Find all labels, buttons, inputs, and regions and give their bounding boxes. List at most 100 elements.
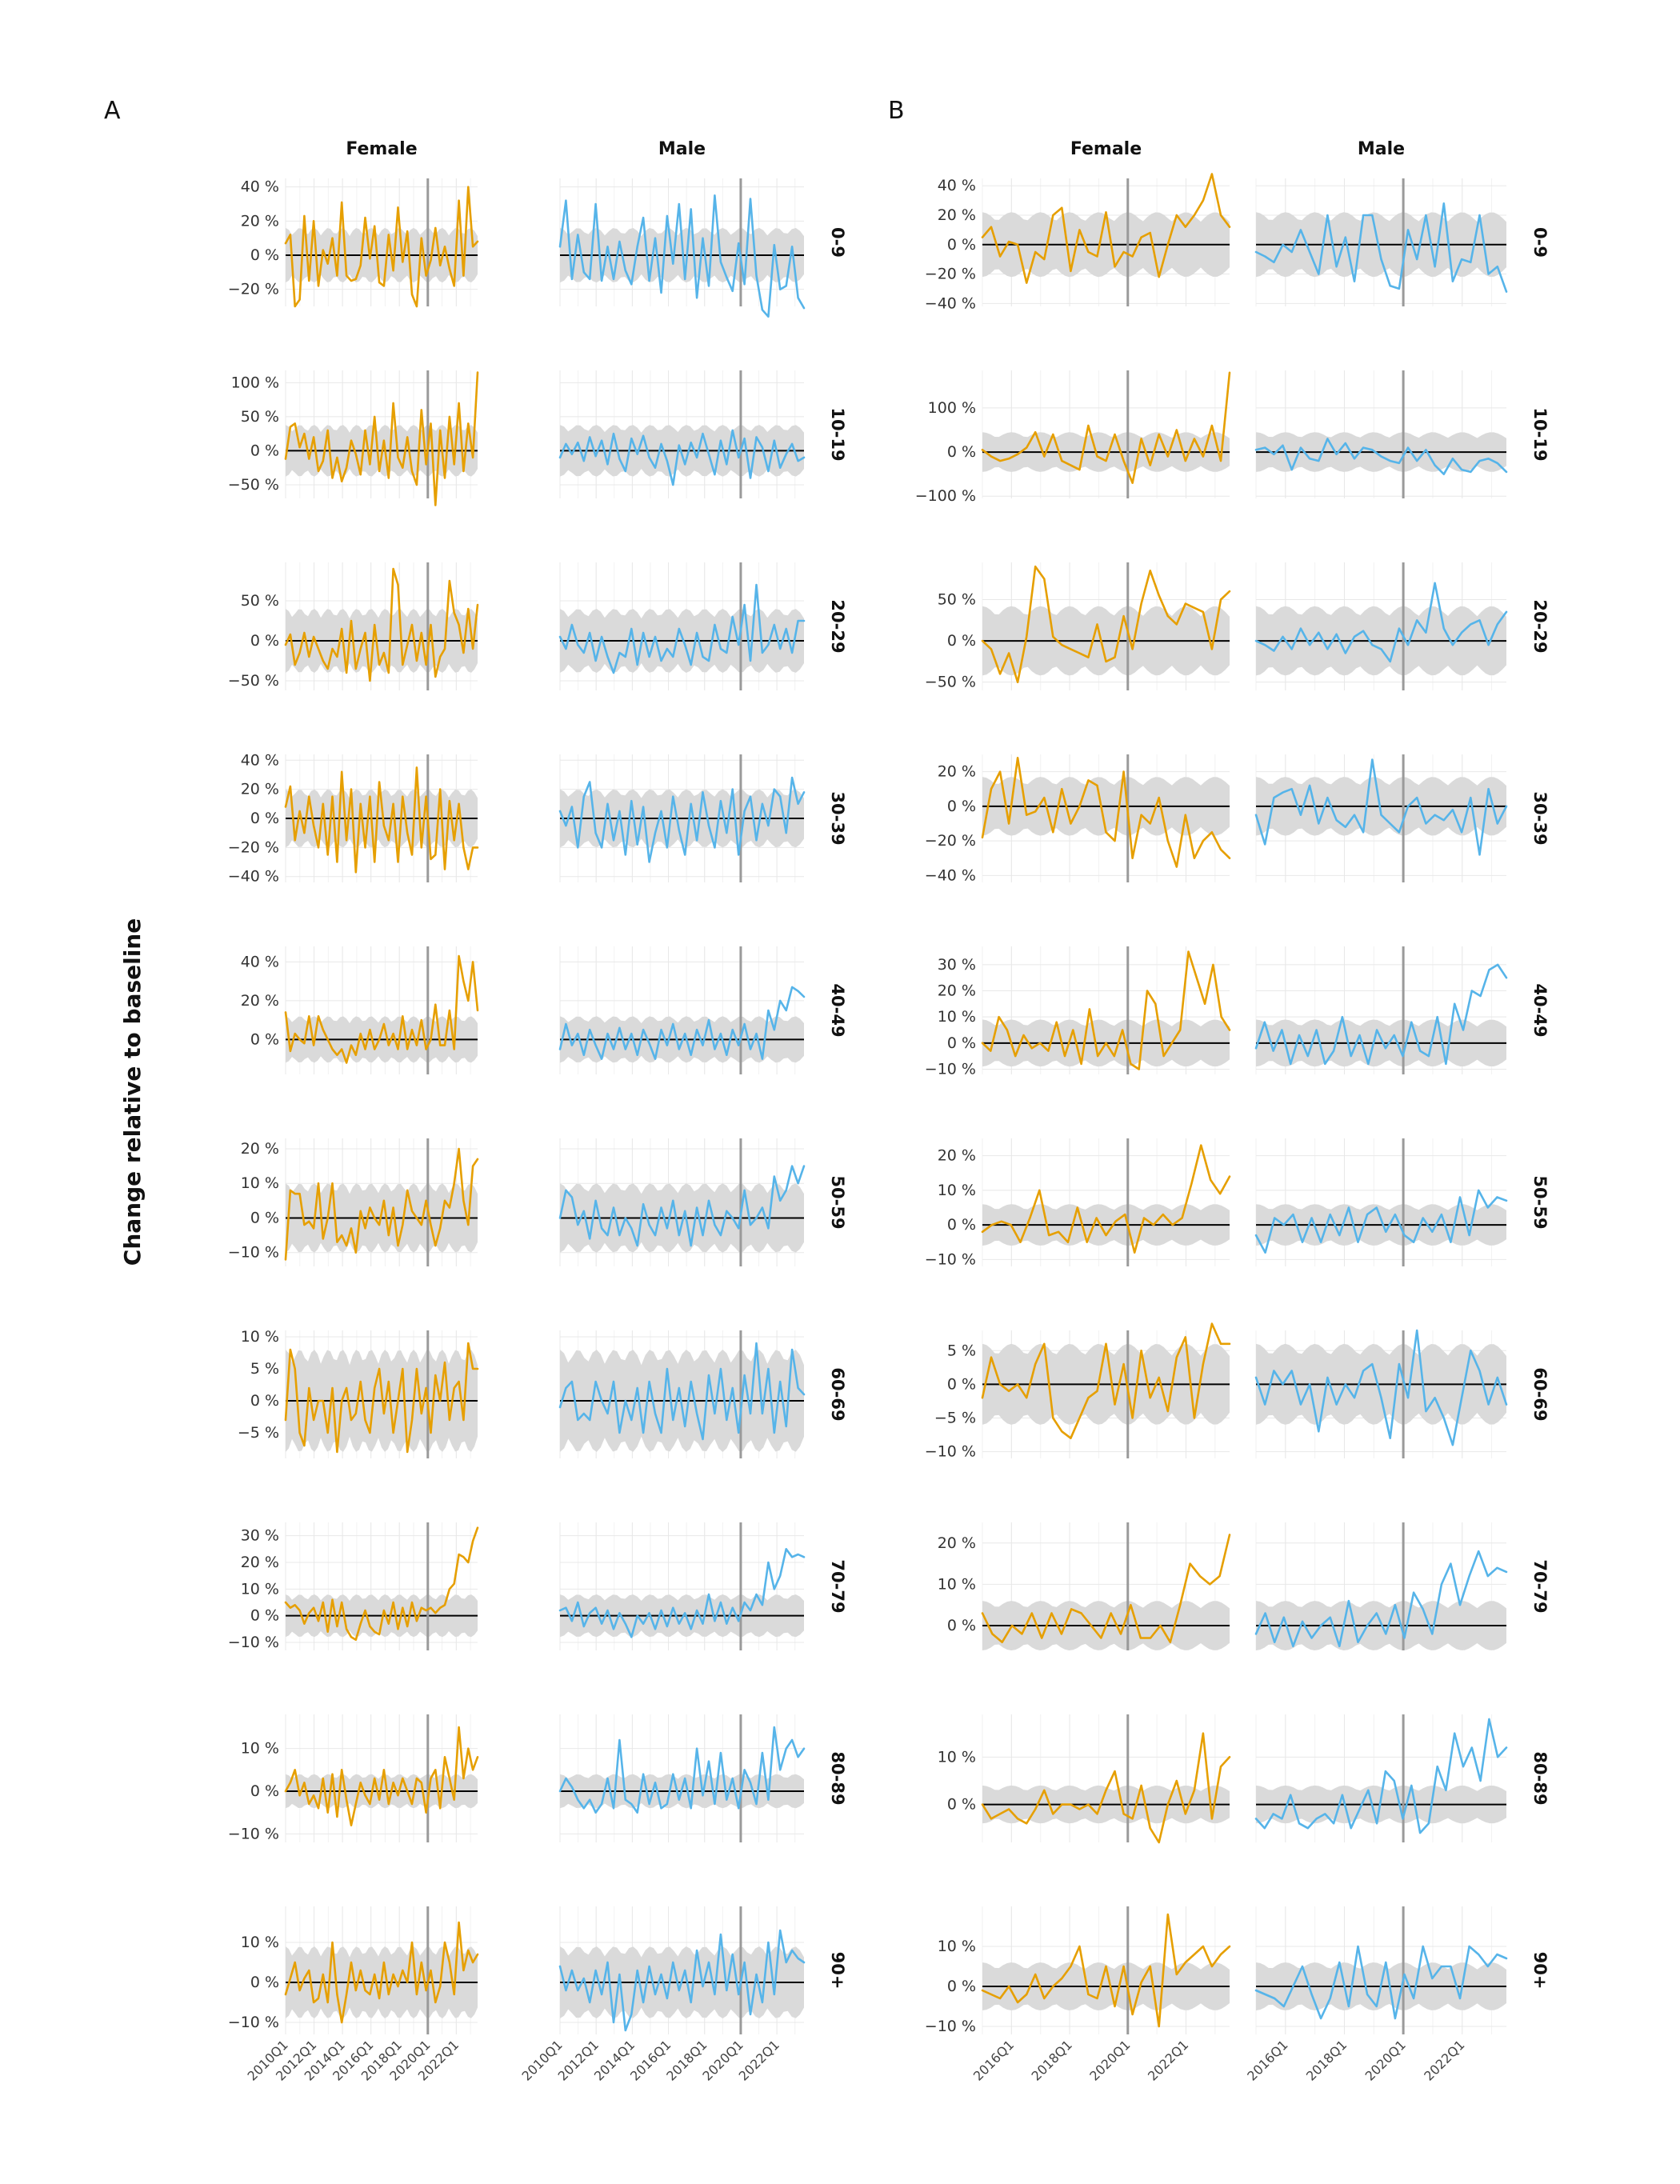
- y-tick-label: −20 %: [925, 266, 976, 283]
- facet-male-10-19: [1254, 370, 1508, 498]
- series-line-male: [558, 1342, 806, 1441]
- y-tick-label: 0 %: [250, 632, 279, 650]
- facet-row-60-69: −5 % 0 % 5 % 10 % 60-69: [238, 1328, 847, 1458]
- series-line-male: [1254, 758, 1508, 856]
- series-line-female: [284, 1526, 479, 1641]
- series-line-female: [284, 1921, 479, 2024]
- row-strip-label: 0-9: [828, 227, 847, 258]
- series-line-female: [981, 371, 1231, 485]
- facet-female-30-39: −40 % −20 % 0 % 20 %: [925, 754, 1231, 884]
- y-tick-label: 0 %: [250, 442, 279, 459]
- facet-male-90+: 2010Q12012Q12014Q12016Q12018Q12020Q12022…: [518, 1906, 806, 2084]
- y-tick-label: 0 %: [250, 810, 279, 827]
- row-strip-label: 50-59: [1530, 1175, 1550, 1229]
- facet-female-90+: −10 %0 %10 %2010Q12012Q12014Q12016Q12018…: [228, 1906, 479, 2084]
- facet-female-50-59: −10 % 0 % 10 % 20 %: [228, 1138, 479, 1266]
- row-strip-label: 40-49: [1530, 983, 1550, 1037]
- facet-row-80-89: 0 % 10 % 80-89: [938, 1714, 1550, 1844]
- facet-row-30-39: −40 % −20 % 0 % 20 % 40 % 30-39: [228, 751, 847, 885]
- x-tick-label: 2018Q1: [1029, 2037, 1075, 2083]
- y-tick-label: 10 %: [241, 1328, 279, 1346]
- y-tick-label: 10 %: [241, 1740, 279, 1758]
- y-tick-label: 0 %: [250, 1782, 279, 1800]
- panel-a: A Female Male −20 % 0 % 20 % 40 % 0-9 −50 % 0 % 50…: [104, 97, 847, 2084]
- facet-male-80-89: [1254, 1714, 1508, 1842]
- y-tick-label: 40 %: [241, 751, 279, 769]
- row-strip-label: 10-19: [828, 407, 847, 461]
- y-tick-label: 0 %: [947, 1034, 976, 1052]
- y-tick-label: 40 %: [938, 177, 976, 194]
- row-strip-label: 90+: [828, 1952, 847, 1990]
- facet-female-20-29: −50 % 0 % 50 %: [228, 562, 479, 690]
- y-tick-label: 20 %: [241, 992, 279, 1010]
- facet-female-80-89: −10 % 0 % 10 %: [228, 1714, 479, 1842]
- facet-male-60-69: [558, 1330, 806, 1458]
- row-strip-label: 70-79: [1530, 1559, 1550, 1613]
- y-tick-label: −50 %: [228, 476, 279, 494]
- row-strip-label: 30-39: [828, 791, 847, 845]
- y-tick-label: 20 %: [241, 1140, 279, 1158]
- y-tick-label: 20 %: [938, 763, 976, 781]
- y-tick-label: 0 %: [250, 1607, 279, 1625]
- facet-male-0-9: [558, 178, 806, 318]
- series-line-male: [1254, 1189, 1508, 1254]
- series-line-male: [1254, 1718, 1508, 1834]
- y-tick-label: 40 %: [241, 178, 279, 196]
- y-tick-label: −100 %: [915, 487, 976, 505]
- facet-row-20-29: −50 % 0 % 50 % 20-29: [925, 562, 1550, 691]
- series-line-male: [1254, 582, 1508, 663]
- column-header-female: Female: [1070, 139, 1142, 159]
- series-line-female: [981, 1732, 1231, 1844]
- series-line-male: [558, 1165, 806, 1247]
- facet-female-60-69: −10 % −5 % 0 % 5 %: [925, 1322, 1231, 1461]
- facet-male-40-49: [1254, 946, 1508, 1074]
- x-tick-label: 2022Q1: [1421, 2037, 1467, 2083]
- y-tick-label: 20 %: [938, 1147, 976, 1165]
- y-tick-label: −40 %: [925, 866, 976, 884]
- row-strip-label: 90+: [1530, 1952, 1550, 1990]
- y-tick-label: −10 %: [925, 1443, 976, 1461]
- y-tick-label: −10 %: [925, 2018, 976, 2035]
- facet-male-70-79: [558, 1522, 806, 1650]
- row-strip-label: 60-69: [1530, 1367, 1550, 1421]
- x-tick-label: 2018Q1: [1303, 2037, 1350, 2083]
- series-line-female: [981, 173, 1231, 284]
- y-tick-label: 40 %: [241, 953, 279, 970]
- facet-row-90+: −10 % 0 % 10 % 2010Q12012Q12014Q12016Q12018…: [228, 1906, 847, 2084]
- series-line-male: [558, 1929, 806, 2032]
- x-tick-label: 2020Q1: [1086, 2037, 1133, 2083]
- x-tick-label: 2016Q1: [970, 2037, 1017, 2083]
- facet-male-50-59: [558, 1138, 806, 1266]
- y-tick-label: 10 %: [938, 1182, 976, 1199]
- facet-row-50-59: −10 % 0 % 10 % 20 % 50-59: [925, 1138, 1550, 1268]
- series-line-female: [981, 1144, 1231, 1254]
- y-tick-label: 0 %: [947, 443, 976, 461]
- x-tick-label: 2016Q1: [1244, 2037, 1290, 2083]
- series-line-female: [981, 950, 1231, 1070]
- row-strip-label: 10-19: [1530, 407, 1550, 461]
- series-line-male: [1254, 963, 1508, 1066]
- facet-row-40-49: −10 % 0 % 10 % 20 % 30 % 40-49: [925, 946, 1550, 1078]
- facet-row-50-59: −10 % 0 % 10 % 20 % 50-59: [228, 1138, 847, 1266]
- facet-row-80-89: −10 % 0 % 10 % 80-89: [228, 1714, 847, 1842]
- y-tick-label: −5 %: [934, 1409, 976, 1426]
- x-tick-label: 2020Q1: [1362, 2037, 1409, 2083]
- series-line-female: [981, 565, 1231, 684]
- y-tick-label: 20 %: [241, 781, 279, 798]
- y-tick-label: 10 %: [241, 1934, 279, 1951]
- facet-female-20-29: −50 % 0 % 50 %: [925, 562, 1231, 691]
- series-line-male: [1254, 438, 1508, 476]
- series-line-male: [558, 986, 806, 1060]
- facet-male-60-69: [1254, 1329, 1508, 1458]
- y-tick-label: 20 %: [241, 1554, 279, 1571]
- series-line-female: [284, 186, 479, 308]
- y-tick-label: 0 %: [947, 1617, 976, 1634]
- facet-female-70-79: −10 % 0 % 10 % 20 % 30 %: [228, 1522, 479, 1651]
- y-tick-label: 0 %: [947, 798, 976, 815]
- x-tick-label: 2022Q1: [736, 2037, 782, 2083]
- y-tick-label: −50 %: [228, 672, 279, 690]
- series-line-male: [558, 1548, 806, 1638]
- y-tick-label: 0 %: [947, 1216, 976, 1234]
- series-line-male: [558, 194, 806, 318]
